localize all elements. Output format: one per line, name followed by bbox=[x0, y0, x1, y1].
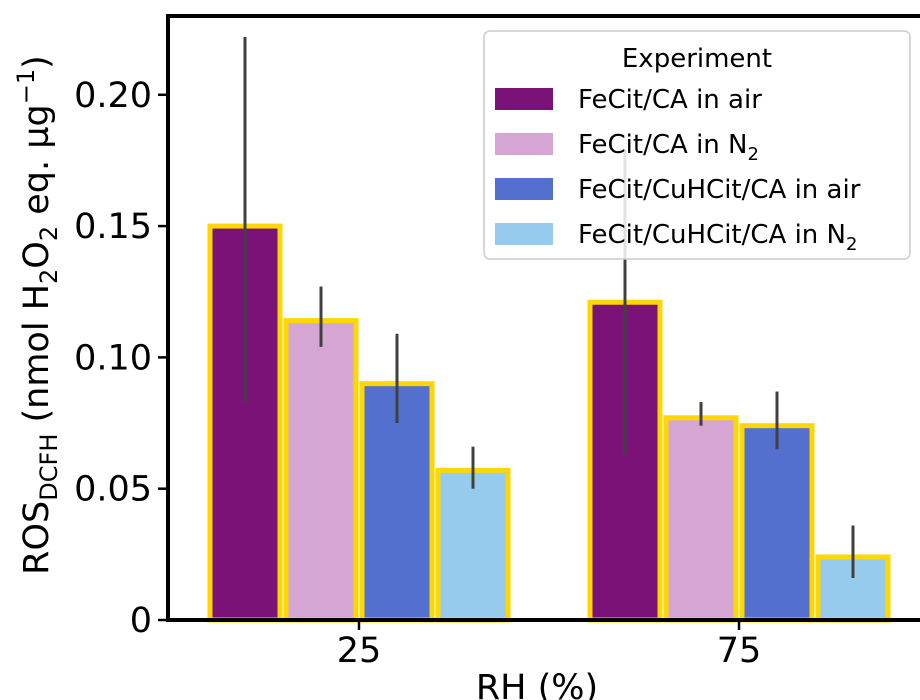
y-tick-label: 0.10 bbox=[74, 338, 152, 378]
legend-label-0: FeCit/CA in air bbox=[578, 85, 762, 115]
legend-swatch-2 bbox=[495, 178, 553, 200]
x-axis-ticks: 25 75 bbox=[337, 620, 762, 671]
bar-1-1 bbox=[663, 415, 739, 623]
bar-2-1 bbox=[739, 423, 815, 623]
legend-frame bbox=[483, 30, 911, 260]
error-bars bbox=[243, 37, 855, 578]
bar-3-0 bbox=[435, 467, 511, 623]
bar-1-0 bbox=[283, 318, 359, 623]
legend-label-2: FeCit/CuHCit/CA in air bbox=[578, 175, 861, 205]
legend-title: Experiment bbox=[622, 44, 772, 74]
x-axis-label: RH (%) bbox=[476, 668, 598, 700]
x-tick-label: 25 bbox=[337, 631, 382, 671]
y-tick-label: 0 bbox=[130, 601, 152, 641]
y-axis-label: ROSDCFH (nmol H2O2 eq. µg−1) bbox=[12, 55, 63, 575]
legend-swatch-3 bbox=[495, 223, 553, 245]
y-tick-label: 0.15 bbox=[74, 207, 152, 247]
y-tick-label: 0.20 bbox=[74, 76, 152, 116]
legend-swatch-0 bbox=[495, 88, 553, 110]
legend: Experiment FeCit/CA in air FeCit/CA in N2 F… bbox=[483, 30, 911, 260]
y-tick-label: 0.05 bbox=[74, 470, 152, 510]
bar-3-1 bbox=[815, 554, 891, 623]
bars bbox=[207, 223, 891, 623]
axes bbox=[166, 14, 920, 622]
legend-label-1: FeCit/CA in N2 bbox=[578, 130, 759, 165]
legend-label-3: FeCit/CuHCit/CA in N2 bbox=[578, 220, 857, 255]
x-tick-label: 75 bbox=[717, 631, 762, 671]
legend-swatch-1 bbox=[495, 133, 553, 155]
y-axis-ticks: 0 0.05 0.10 0.15 0.20 bbox=[74, 76, 168, 641]
